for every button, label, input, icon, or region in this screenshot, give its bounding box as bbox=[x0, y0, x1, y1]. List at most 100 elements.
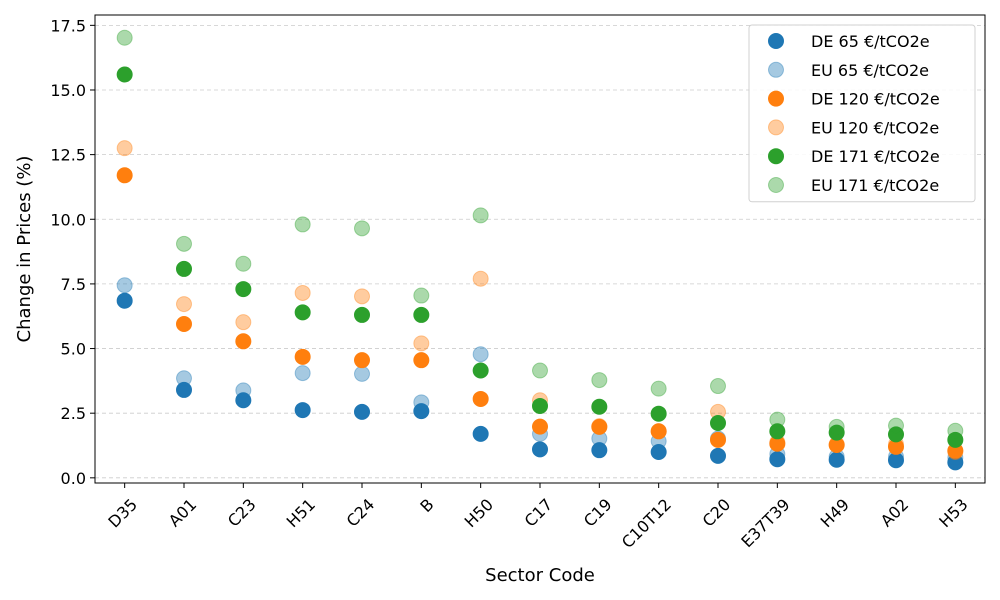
data-point bbox=[235, 333, 252, 350]
data-point bbox=[235, 314, 252, 331]
data-point bbox=[413, 403, 430, 420]
data-point bbox=[176, 296, 192, 313]
data-point bbox=[116, 140, 133, 157]
data-point bbox=[947, 431, 964, 448]
data-point bbox=[354, 365, 370, 382]
x-tick-label: C23 bbox=[224, 495, 260, 531]
data-point bbox=[176, 315, 192, 332]
x-tick-label: H53 bbox=[935, 495, 971, 531]
data-point bbox=[294, 284, 311, 301]
data-point bbox=[354, 306, 370, 323]
data-point bbox=[294, 304, 311, 321]
x-tick-label: C10T12 bbox=[618, 495, 675, 552]
x-tick-label: D35 bbox=[104, 495, 141, 532]
y-axis-title: Change in Prices (%) bbox=[14, 156, 35, 343]
data-point bbox=[176, 235, 192, 252]
data-point bbox=[710, 378, 726, 395]
data-points bbox=[116, 29, 964, 471]
legend-label: DE 120 €/tCO2e bbox=[811, 90, 940, 109]
data-point bbox=[472, 362, 489, 379]
data-point bbox=[176, 370, 192, 387]
y-tick-label: 15.0 bbox=[50, 81, 86, 100]
data-point bbox=[650, 380, 667, 397]
data-point bbox=[710, 415, 726, 432]
legend-label: DE 65 €/tCO2e bbox=[811, 32, 930, 51]
data-point bbox=[294, 402, 311, 419]
legend-marker bbox=[768, 148, 784, 165]
data-point bbox=[591, 442, 608, 459]
legend: DE 65 €/tCO2e EU 65 €/tCO2e DE 120 €/tCO2e… bbox=[748, 24, 976, 203]
data-point bbox=[769, 451, 786, 468]
legend-marker bbox=[768, 177, 784, 193]
data-point bbox=[176, 381, 192, 398]
y-tick-label: 5.0 bbox=[61, 340, 86, 359]
data-point bbox=[650, 443, 667, 460]
legend-marker bbox=[768, 119, 784, 136]
data-point bbox=[413, 306, 430, 323]
data-point bbox=[650, 423, 667, 440]
data-point bbox=[888, 426, 904, 443]
data-point bbox=[354, 220, 370, 237]
y-tick-label: 17.5 bbox=[50, 16, 86, 35]
data-point bbox=[532, 397, 548, 414]
data-point bbox=[235, 255, 252, 272]
data-point bbox=[769, 411, 786, 428]
data-point bbox=[354, 288, 370, 305]
legend-label: EU 120 €/tCO2e bbox=[811, 118, 939, 137]
data-point bbox=[235, 392, 252, 409]
x-tick-label: A02 bbox=[877, 495, 913, 531]
data-point bbox=[532, 362, 548, 379]
data-point bbox=[591, 398, 608, 415]
legend-label: DE 171 €/tCO2e bbox=[811, 147, 940, 166]
data-point bbox=[294, 216, 311, 233]
x-tick-label: A01 bbox=[165, 495, 201, 531]
data-point bbox=[116, 29, 133, 46]
y-tick-label: 10.0 bbox=[50, 210, 86, 229]
x-tick-label: C19 bbox=[580, 495, 616, 531]
data-point bbox=[650, 423, 667, 440]
legend-label: EU 65 €/tCO2e bbox=[811, 61, 929, 80]
data-point bbox=[294, 348, 311, 365]
y-tick-label: 12.5 bbox=[50, 146, 86, 165]
y-tick-label: 7.5 bbox=[61, 275, 86, 294]
y-tick-label: 0.0 bbox=[61, 469, 86, 488]
data-point bbox=[532, 418, 548, 435]
x-tick-label: C17 bbox=[521, 495, 557, 531]
data-point bbox=[176, 260, 192, 277]
data-point bbox=[472, 270, 489, 287]
data-point bbox=[235, 281, 252, 298]
data-point bbox=[116, 66, 133, 83]
legend-marker bbox=[768, 33, 784, 49]
data-point bbox=[947, 422, 964, 439]
data-point bbox=[354, 403, 370, 420]
data-point bbox=[828, 424, 845, 441]
data-point bbox=[354, 352, 370, 369]
x-tick-label: E37T39 bbox=[737, 495, 793, 551]
legend-box bbox=[748, 24, 976, 203]
data-point bbox=[472, 425, 489, 442]
x-axis: D35 A01 C23 H51 C24 B H50 C17 C19 C10T12 C20 E37T39… bbox=[104, 483, 972, 552]
legend-label: EU 171 €/tCO2e bbox=[811, 176, 939, 195]
data-point bbox=[710, 431, 726, 448]
x-tick-label: C20 bbox=[699, 495, 735, 531]
data-point bbox=[769, 423, 786, 440]
data-point bbox=[116, 277, 133, 294]
data-point bbox=[591, 418, 608, 435]
x-tick-label: H50 bbox=[461, 495, 497, 531]
data-point bbox=[413, 335, 430, 352]
x-tick-label: H51 bbox=[283, 495, 319, 531]
data-point bbox=[294, 365, 311, 382]
data-point bbox=[413, 287, 430, 304]
x-tick-label: H49 bbox=[817, 495, 853, 531]
data-point bbox=[650, 405, 667, 422]
data-point bbox=[472, 207, 489, 224]
legend-marker bbox=[768, 90, 784, 107]
data-point bbox=[828, 418, 845, 435]
data-point bbox=[116, 292, 133, 309]
legend-marker bbox=[768, 61, 784, 78]
y-axis: 0.0 2.5 5.0 7.5 10.0 12.5 15.0 17.5 bbox=[50, 16, 95, 488]
data-point bbox=[591, 418, 608, 435]
data-point bbox=[888, 417, 904, 434]
data-point bbox=[591, 372, 608, 389]
